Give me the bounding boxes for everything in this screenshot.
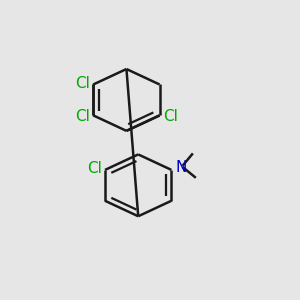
Text: Cl: Cl <box>75 76 90 91</box>
Text: Cl: Cl <box>87 161 101 176</box>
Text: N: N <box>175 160 187 175</box>
Text: Cl: Cl <box>75 110 90 124</box>
Text: Cl: Cl <box>163 110 178 124</box>
